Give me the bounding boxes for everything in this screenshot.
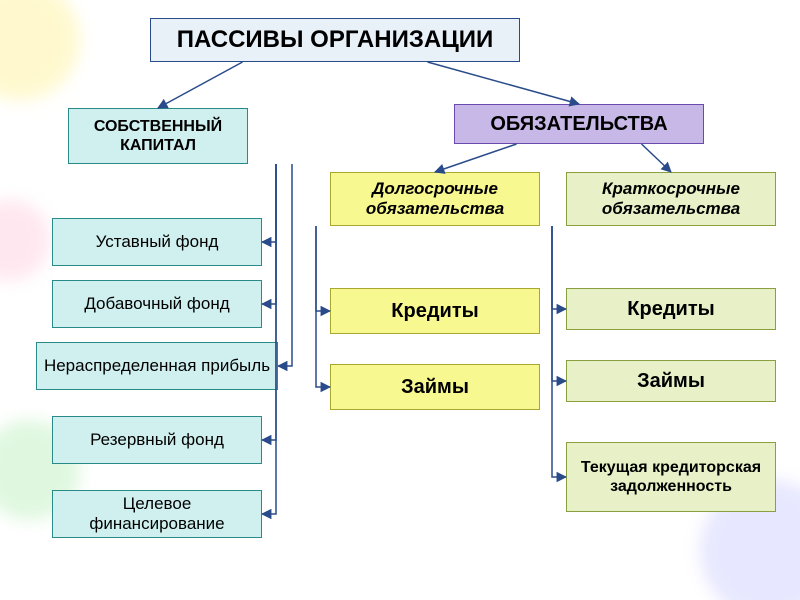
edge-own-own2 [262,164,276,304]
node-label: Нераспределенная прибыль [44,356,270,376]
node-long: Долгосрочные обязательства [330,172,540,226]
edge-own-own4 [262,164,276,440]
node-label: Целевое финансирование [57,494,257,535]
edge-liab-long [435,144,517,172]
node-own2: Добавочный фонд [52,280,262,328]
node-own: СОБСТВЕННЫЙ КАПИТАЛ [68,108,248,164]
node-sdebt: Текущая кредиторская задолженность [566,442,776,512]
node-own5: Целевое финансирование [52,490,262,538]
node-label: Текущая кредиторская задолженность [571,458,771,496]
edge-long-lloan [316,226,330,387]
node-own4: Резервный фонд [52,416,262,464]
node-own3: Нераспределенная прибыль [36,342,278,390]
bg-blob [0,200,50,280]
bg-blob [0,0,80,100]
edge-root-liab [428,62,580,104]
node-own1: Уставный фонд [52,218,262,266]
edge-short-scred [552,226,566,309]
node-label: ОБЯЗАТЕЛЬСТВА [490,112,667,136]
node-label: Долгосрочные обязательства [335,179,535,220]
node-label: Резервный фонд [90,430,224,450]
node-label: ПАССИВЫ ОРГАНИЗАЦИИ [177,26,493,55]
node-label: Займы [401,375,469,399]
node-label: Займы [637,369,705,393]
node-lcred: Кредиты [330,288,540,334]
node-liab: ОБЯЗАТЕЛЬСТВА [454,104,704,144]
edge-liab-short [642,144,672,172]
edge-long-lcred [316,226,330,311]
edge-short-sdebt [552,226,566,477]
node-label: СОБСТВЕННЫЙ КАПИТАЛ [73,117,243,155]
edge-own-own3 [278,164,292,366]
node-label: Кредиты [627,297,714,321]
node-scred: Кредиты [566,288,776,330]
edge-own-own5 [262,164,276,514]
edge-own-own1 [262,164,276,242]
node-label: Уставный фонд [96,232,219,252]
edge-root-own [158,62,243,108]
edge-short-sloan [552,226,566,381]
node-label: Краткосрочные обязательства [571,179,771,220]
node-sloan: Займы [566,360,776,402]
node-label: Добавочный фонд [84,294,229,314]
node-short: Краткосрочные обязательства [566,172,776,226]
node-label: Кредиты [391,299,478,323]
node-lloan: Займы [330,364,540,410]
node-root: ПАССИВЫ ОРГАНИЗАЦИИ [150,18,520,62]
